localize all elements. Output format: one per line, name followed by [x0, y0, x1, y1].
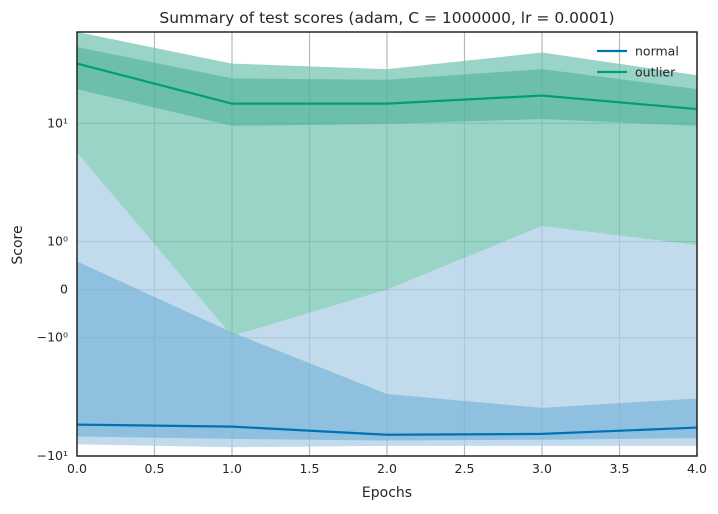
y-tick-label: 0	[60, 282, 68, 297]
legend-label-normal: normal	[635, 44, 679, 59]
x-tick-label: 4.0	[687, 461, 707, 476]
outlier-series-line	[76, 62, 698, 111]
x-tick-label: 3.0	[532, 461, 552, 476]
legend: normal outlier	[597, 44, 679, 80]
y-tick-label: 10¹	[47, 115, 68, 130]
y-tick-label: −10⁰	[37, 330, 68, 345]
x-tick-label: 0.0	[67, 461, 87, 476]
plot-frame	[76, 31, 698, 457]
x-tick-label: 1.0	[222, 461, 242, 476]
x-tick-label: 2.0	[377, 461, 397, 476]
normal-inner-band	[77, 261, 697, 441]
chart-title: Summary of test scores (adam, C = 100000…	[159, 9, 614, 27]
y-tick-label: 10⁰	[47, 234, 68, 249]
legend-label-outlier: outlier	[635, 65, 676, 80]
y-tick-label: −10¹	[37, 448, 68, 463]
plot-area: 0.0 0.5 1.0 1.5 2.0 2.5 3.0 3.5 4.0 10¹ 10⁰ 0 −10⁰ −1…	[37, 31, 707, 476]
outlier-inner-band	[77, 47, 697, 126]
x-tick-label: 2.5	[455, 461, 475, 476]
x-axis-label: Epochs	[362, 485, 412, 501]
x-tick-label: 1.5	[300, 461, 320, 476]
x-tick-label: 0.5	[145, 461, 165, 476]
y-axis-label: Score	[10, 225, 26, 264]
normal-series-line	[76, 423, 698, 436]
x-tick-label: 3.5	[610, 461, 630, 476]
